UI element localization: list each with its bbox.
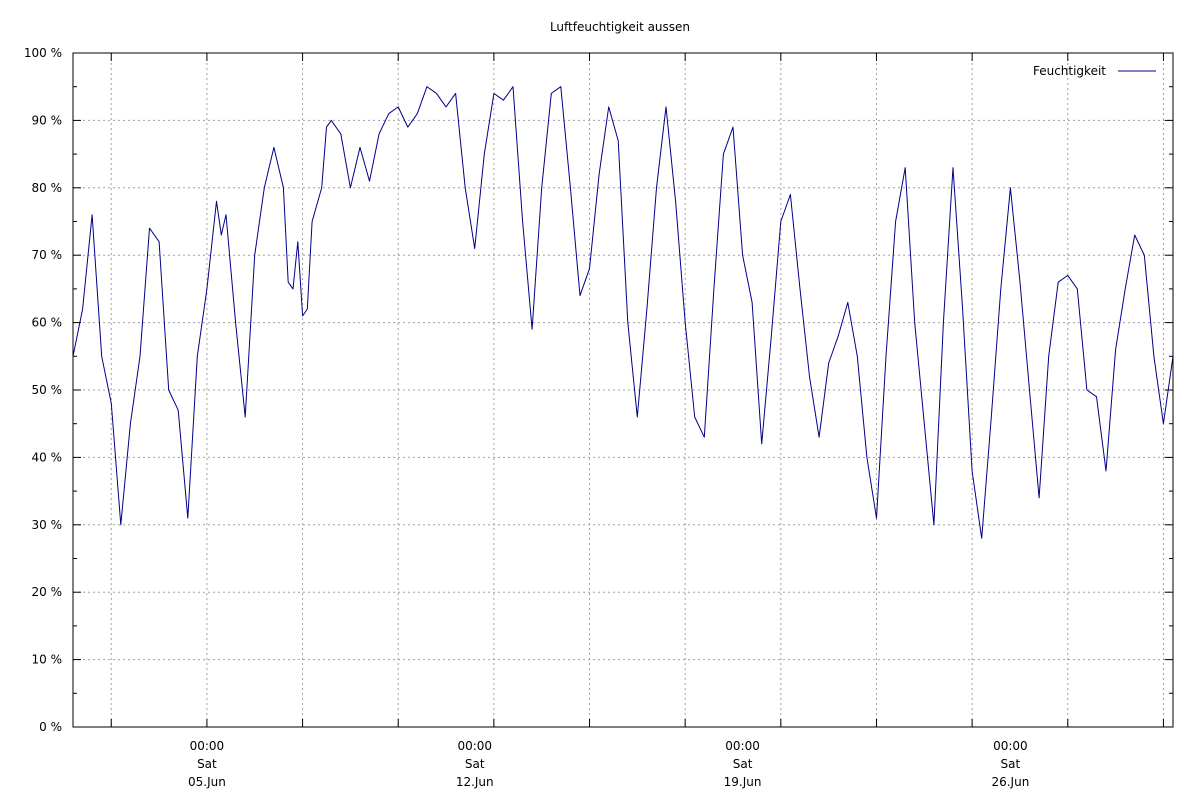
x-tick-date: 05.Jun bbox=[188, 775, 226, 789]
y-tick-label: 100 % bbox=[24, 46, 62, 60]
y-tick-label: 80 % bbox=[32, 181, 63, 195]
y-tick-label: 10 % bbox=[32, 653, 63, 667]
plot-frame bbox=[72, 52, 1174, 728]
y-tick-label: 20 % bbox=[32, 585, 63, 599]
x-tick-time: 00:00 bbox=[725, 739, 760, 753]
y-tick-label: 60 % bbox=[32, 316, 63, 330]
grid-layer bbox=[73, 53, 1173, 727]
y-tick-label: 90 % bbox=[32, 113, 63, 127]
x-tick-weekday: Sat bbox=[1001, 757, 1021, 771]
x-tick-date: 19.Jun bbox=[724, 775, 762, 789]
legend: Feuchtigkeit bbox=[1033, 64, 1156, 78]
y-tick-label: 70 % bbox=[32, 248, 63, 262]
y-tick-label: 30 % bbox=[32, 518, 63, 532]
y-tick-label: 50 % bbox=[32, 383, 63, 397]
y-tick-label: 40 % bbox=[32, 450, 63, 464]
legend-label: Feuchtigkeit bbox=[1033, 64, 1106, 78]
x-tick-time: 00:00 bbox=[993, 739, 1028, 753]
x-tick-weekday: Sat bbox=[733, 757, 753, 771]
x-tick-date: 26.Jun bbox=[991, 775, 1029, 789]
x-tick-time: 00:00 bbox=[190, 739, 225, 753]
chart-title: Luftfeuchtigkeit aussen bbox=[550, 20, 690, 34]
x-tick-time: 00:00 bbox=[457, 739, 492, 753]
x-tick-weekday: Sat bbox=[465, 757, 485, 771]
series-layer bbox=[72, 86, 1174, 539]
series-line bbox=[72, 86, 1174, 539]
x-tick-weekday: Sat bbox=[197, 757, 217, 771]
y-tick-label: 0 % bbox=[39, 720, 62, 734]
axis-layer: 0 % 10 % 20 % 30 % 40 % 50 % 60 % 70 % 80 % 90 % 1… bbox=[24, 46, 1173, 789]
x-tick-date: 12.Jun bbox=[456, 775, 494, 789]
